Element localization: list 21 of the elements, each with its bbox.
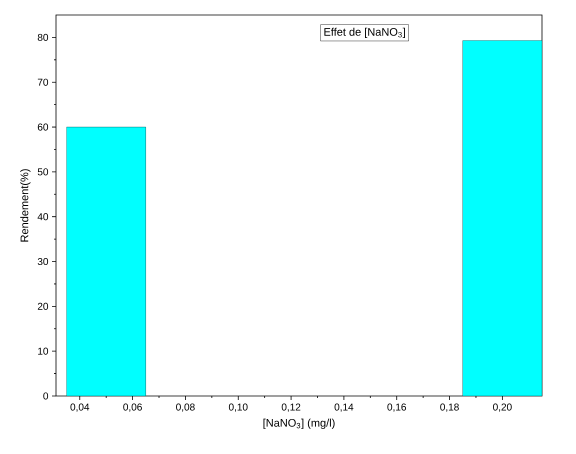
x-tick-label: 0,20 <box>493 404 512 412</box>
x-tick-label: 0,04 <box>70 404 90 412</box>
x-axis-title: [NaNO$_{3}$] (mg/l) <box>263 418 335 429</box>
y-tick-label: 70 <box>38 78 48 86</box>
y-tick-label: 10 <box>38 348 48 355</box>
x-tick-label: 0,10 <box>228 404 248 412</box>
y-tick-label: 0 <box>43 392 48 400</box>
y-axis-title: Rendement(%) <box>20 169 30 242</box>
text: Effet de [NaNO$_{3}$] <box>324 28 405 38</box>
x-tick-label: 0,16 <box>387 404 406 412</box>
y-tick-label: 50 <box>38 168 48 176</box>
y-tick-label: 20 <box>38 302 48 310</box>
y-tick-label: 40 <box>38 213 48 220</box>
x-tick-label: 0,08 <box>176 404 195 412</box>
y-tick-label: 30 <box>38 258 48 266</box>
x-tick-label: 0,06 <box>123 404 142 412</box>
y-tick-label: 80 <box>38 34 48 41</box>
x-tick-label: 0,12 <box>282 404 300 412</box>
y-tick-label: 60 <box>38 124 48 131</box>
x-tick-label: 0,14 <box>334 404 354 412</box>
x-tick-label: 0,18 <box>440 404 459 412</box>
